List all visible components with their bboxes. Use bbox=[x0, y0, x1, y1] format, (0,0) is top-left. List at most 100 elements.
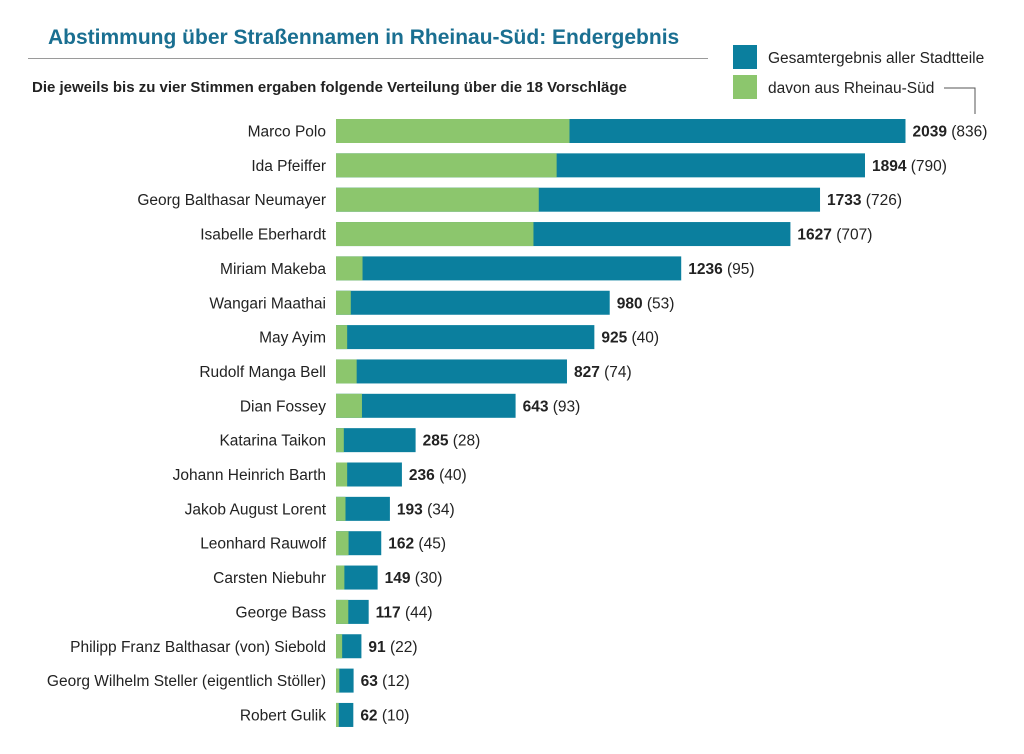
data-label-local: (30) bbox=[410, 570, 442, 587]
data-label-local: (40) bbox=[435, 467, 467, 484]
data-label-total: 827 bbox=[574, 364, 600, 381]
data-label: 117 (44) bbox=[376, 604, 433, 621]
data-label-total: 117 bbox=[376, 604, 401, 621]
data-label: 2039 (836) bbox=[912, 124, 987, 141]
bar-total bbox=[336, 325, 595, 350]
chart-title: Abstimmung über Straßennamen in Rheinau-… bbox=[48, 26, 680, 49]
data-label: 91 (22) bbox=[368, 639, 417, 656]
data-label-local: (836) bbox=[947, 124, 988, 141]
bar-local bbox=[336, 119, 570, 143]
category-label: Isabelle Eberhardt bbox=[200, 227, 326, 244]
legend: Gesamtergebnis aller Stadtteile davon aus… bbox=[733, 45, 984, 114]
data-label-local: (93) bbox=[548, 398, 580, 415]
data-label-total: 63 bbox=[361, 673, 379, 690]
data-label-local: (74) bbox=[600, 364, 632, 381]
data-label-local: (53) bbox=[643, 295, 675, 312]
bars-group: Marco Polo 2039 (836) Ida Pfeiffer 1894 (79… bbox=[47, 119, 987, 727]
category-label: Wangari Maathai bbox=[209, 295, 326, 312]
data-label-total: 1236 bbox=[688, 261, 723, 278]
category-label: Rudolf Manga Bell bbox=[199, 364, 326, 381]
bar-local bbox=[336, 565, 345, 590]
bar-local bbox=[336, 325, 348, 350]
category-label: Ida Pfeiffer bbox=[251, 158, 326, 175]
legend-swatch-total bbox=[733, 45, 757, 69]
legend-connector bbox=[944, 87, 976, 114]
data-label-total: 643 bbox=[523, 398, 549, 415]
category-label: May Ayim bbox=[259, 330, 326, 347]
data-label-local: (10) bbox=[378, 707, 410, 724]
bar-local bbox=[336, 599, 349, 624]
bar-local bbox=[336, 702, 339, 727]
category-label: Philipp Franz Balthasar (von) Siebold bbox=[70, 639, 326, 656]
bar-local bbox=[336, 290, 351, 315]
data-label: 1627 (707) bbox=[797, 227, 872, 244]
bar-local bbox=[336, 153, 557, 178]
data-label: 285 (28) bbox=[423, 433, 481, 450]
data-label-local: (34) bbox=[423, 501, 455, 518]
data-label: 236 (40) bbox=[409, 467, 467, 484]
chart-subtitle: Die jeweils bis zu vier Stimmen ergaben … bbox=[32, 79, 627, 96]
legend-label-total: Gesamtergebnis aller Stadtteile bbox=[768, 50, 984, 67]
category-label: Georg Wilhelm Steller (eigentlich Stölle… bbox=[47, 673, 326, 690]
data-label-local: (22) bbox=[386, 639, 418, 656]
data-label: 162 (45) bbox=[388, 536, 446, 553]
title-divider bbox=[28, 58, 708, 59]
data-label-total: 162 bbox=[388, 536, 414, 553]
bar-total bbox=[336, 668, 354, 693]
bar-local bbox=[336, 634, 343, 659]
bar-local bbox=[336, 668, 340, 693]
category-label: Miriam Makeba bbox=[220, 261, 326, 278]
data-label-total: 285 bbox=[423, 433, 449, 450]
data-label-total: 1627 bbox=[797, 227, 831, 244]
bar-local bbox=[336, 359, 357, 384]
data-label-local: (28) bbox=[448, 433, 480, 450]
data-label-total: 1733 bbox=[827, 192, 862, 209]
data-label-local: (95) bbox=[723, 261, 755, 278]
bar-total bbox=[336, 428, 416, 453]
legend-label-local: davon aus Rheinau-Süd bbox=[768, 80, 934, 97]
data-label: 149 (30) bbox=[385, 570, 443, 587]
data-label-total: 62 bbox=[360, 707, 377, 724]
data-label-local: (40) bbox=[627, 330, 659, 347]
category-label: Georg Balthasar Neumayer bbox=[137, 192, 326, 209]
data-label: 1236 (95) bbox=[688, 261, 754, 278]
bar-local bbox=[336, 462, 348, 487]
category-label: Carsten Niebuhr bbox=[213, 570, 326, 587]
legend-swatch-local bbox=[733, 75, 757, 99]
data-label-total: 91 bbox=[368, 639, 386, 656]
data-label: 1733 (726) bbox=[827, 192, 902, 209]
data-label-total: 236 bbox=[409, 467, 435, 484]
data-label-total: 2039 bbox=[912, 124, 947, 141]
data-label: 63 (12) bbox=[361, 673, 410, 690]
data-label-total: 193 bbox=[397, 501, 423, 518]
category-label: Katarina Taikon bbox=[219, 433, 326, 450]
category-label: Marco Polo bbox=[248, 124, 326, 141]
data-label-total: 925 bbox=[601, 330, 627, 347]
bar-total bbox=[336, 359, 567, 384]
data-label-local: (12) bbox=[378, 673, 410, 690]
data-label-local: (707) bbox=[832, 227, 873, 244]
bar-total bbox=[336, 393, 516, 418]
data-label-local: (726) bbox=[862, 192, 903, 209]
bar-local bbox=[336, 187, 539, 212]
category-label: Leonhard Rauwolf bbox=[200, 536, 327, 553]
bar-local bbox=[336, 428, 344, 453]
bar-total bbox=[336, 496, 390, 521]
data-label-local: (45) bbox=[414, 536, 446, 553]
bar-local bbox=[336, 531, 349, 556]
category-label: Johann Heinrich Barth bbox=[173, 467, 326, 484]
category-label: George Bass bbox=[236, 604, 327, 621]
data-label: 62 (10) bbox=[360, 707, 409, 724]
bar-local bbox=[336, 496, 346, 521]
data-label-total: 980 bbox=[617, 295, 643, 312]
data-label-total: 1894 bbox=[872, 158, 907, 175]
category-label: Dian Fossey bbox=[240, 398, 326, 415]
data-label: 827 (74) bbox=[574, 364, 632, 381]
bar-total bbox=[336, 702, 354, 727]
bar-total bbox=[336, 256, 682, 281]
bar-total bbox=[336, 290, 610, 315]
bar-local bbox=[336, 393, 362, 418]
data-label: 980 (53) bbox=[617, 295, 675, 312]
data-label-local: (44) bbox=[401, 604, 433, 621]
